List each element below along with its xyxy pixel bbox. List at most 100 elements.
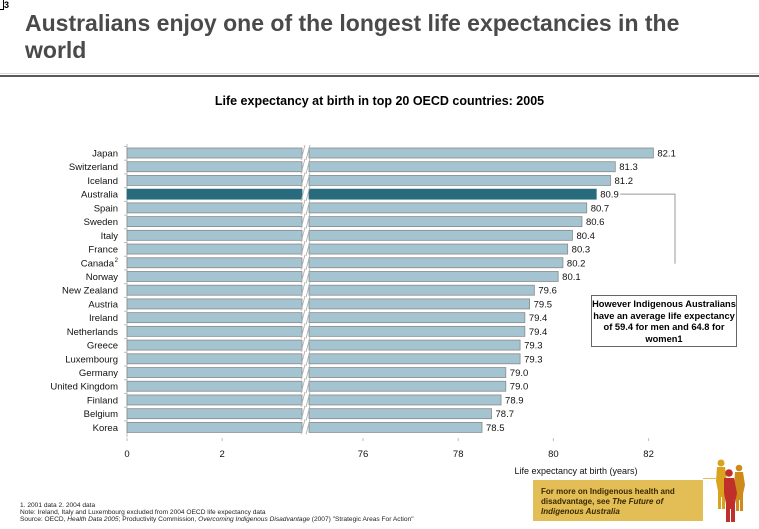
axis-break-mark <box>300 268 306 284</box>
more-info-box[interactable]: For more on Indigenous health and disadv… <box>533 480 703 521</box>
bar-italy-left <box>126 229 303 241</box>
axis-break-mark <box>300 378 306 394</box>
bar-netherlands-left <box>126 325 303 337</box>
category-label: New Zealand <box>62 286 118 297</box>
bar-finland <box>308 394 502 406</box>
value-label: 79.4 <box>529 313 548 324</box>
axis-break-mark <box>305 172 311 188</box>
axis-break-mark <box>305 227 311 243</box>
value-label: 79.3 <box>524 354 543 365</box>
bar-belgium-left <box>126 408 303 420</box>
title-divider <box>0 75 759 77</box>
value-label: 78.5 <box>486 423 505 434</box>
title-divider-light <box>0 73 759 74</box>
category-label: Norway <box>86 272 118 283</box>
category-label: Ireland <box>89 313 118 324</box>
axis-break-mark <box>305 186 311 202</box>
axis-break-mark <box>300 295 306 312</box>
value-label: 80.1 <box>562 272 581 283</box>
bar-belgium <box>308 408 492 420</box>
category-label: Luxembourg <box>65 354 118 365</box>
bar-greece-left <box>126 339 303 351</box>
bar-iceland <box>308 175 611 186</box>
bar-greece <box>308 339 521 351</box>
axis-break-mark <box>305 309 311 325</box>
bar-france-left <box>126 243 303 255</box>
footnotes: 1. 2001 data 2. 2004 data Note: Ireland,… <box>20 502 414 523</box>
bar-ireland-left <box>126 312 303 324</box>
category-label: Japan <box>92 149 118 160</box>
figure-red-front-icon <box>724 469 737 522</box>
indigenous-callout: However Indigenous Australians have an a… <box>591 295 737 347</box>
axis-break-mark <box>300 405 306 421</box>
axis-break-mark <box>305 364 311 380</box>
bar-ireland <box>308 312 526 324</box>
axis-break-mark <box>300 186 306 202</box>
x-tick-label: 82 <box>643 449 654 460</box>
bar-australia <box>308 188 597 200</box>
axis-break-mark <box>305 240 311 257</box>
value-label: 80.7 <box>591 203 610 214</box>
value-label: 78.9 <box>505 395 524 406</box>
axis-break-mark <box>305 282 311 298</box>
axis-break-mark <box>300 309 306 325</box>
axis-break-mark <box>305 158 311 174</box>
category-label: Spain <box>94 203 118 214</box>
value-label: 80.6 <box>586 217 605 228</box>
axis-break-mark <box>305 213 311 229</box>
axis-break-mark <box>300 391 306 408</box>
axis-break-mark <box>300 350 306 366</box>
bar-japan <box>308 147 654 159</box>
axis-break-mark <box>305 323 311 339</box>
category-label: Austria <box>88 299 118 310</box>
bar-united-kingdom <box>308 380 507 392</box>
bar-norway-left <box>126 271 303 282</box>
bar-germany <box>308 367 507 378</box>
axis-break-mark <box>300 227 306 243</box>
axis-break-mark <box>305 199 311 215</box>
value-label: 79.4 <box>529 327 548 338</box>
figure-orange-back-icon <box>734 464 745 511</box>
category-label: Korea <box>93 423 119 434</box>
callout-connector <box>620 193 676 264</box>
bar-new-zealand <box>308 284 535 296</box>
footnote-data-years: 1. 2001 data 2. 2004 data <box>20 502 96 509</box>
bar-spain-left <box>126 202 303 214</box>
category-superscript: 2 <box>115 258 119 264</box>
bar-austria <box>308 298 531 310</box>
value-label: 79.5 <box>534 299 553 310</box>
more-info-text: For more on Indigenous health and disadv… <box>541 487 675 506</box>
x-tick-label: 2 <box>220 449 225 460</box>
slide-title: Australians enjoy one of the longest lif… <box>25 10 680 63</box>
category-label: Iceland <box>87 176 118 187</box>
value-label: 79.0 <box>510 382 529 393</box>
category-label: Finland <box>87 395 118 406</box>
more-info-link[interactable]: The Future of Indigenous Australia <box>541 497 664 516</box>
category-label: Canada <box>81 258 115 269</box>
people-figures-icon <box>712 458 752 529</box>
bar-united-kingdom-left <box>126 380 303 392</box>
bar-japan-left <box>126 147 303 159</box>
category-label: Netherlands <box>67 327 118 338</box>
page-number: 3 <box>0 0 9 10</box>
value-label: 80.3 <box>572 245 591 256</box>
value-label: 79.0 <box>510 368 529 379</box>
x-tick-label: 0 <box>124 449 129 460</box>
axis-break-mark <box>300 213 306 229</box>
value-label: 79.3 <box>524 341 543 352</box>
bar-luxembourg-left <box>126 353 303 365</box>
chart-title: Life expectancy at birth in top 20 OECD … <box>214 94 545 108</box>
bar-germany-left <box>126 367 303 378</box>
category-label: Germany <box>79 368 118 379</box>
value-label: 80.4 <box>576 231 595 242</box>
value-label: 81.2 <box>615 176 634 187</box>
axis-break-mark <box>300 282 306 298</box>
axis-break-mark <box>305 144 311 161</box>
axis-break-mark <box>305 336 311 353</box>
x-axis-label: Life expectancy at birth (years) <box>514 466 637 476</box>
bar-canada <box>308 257 564 269</box>
bar-australia-left <box>126 188 303 200</box>
axis-break-mark <box>300 199 306 215</box>
value-label: 79.6 <box>538 286 557 297</box>
